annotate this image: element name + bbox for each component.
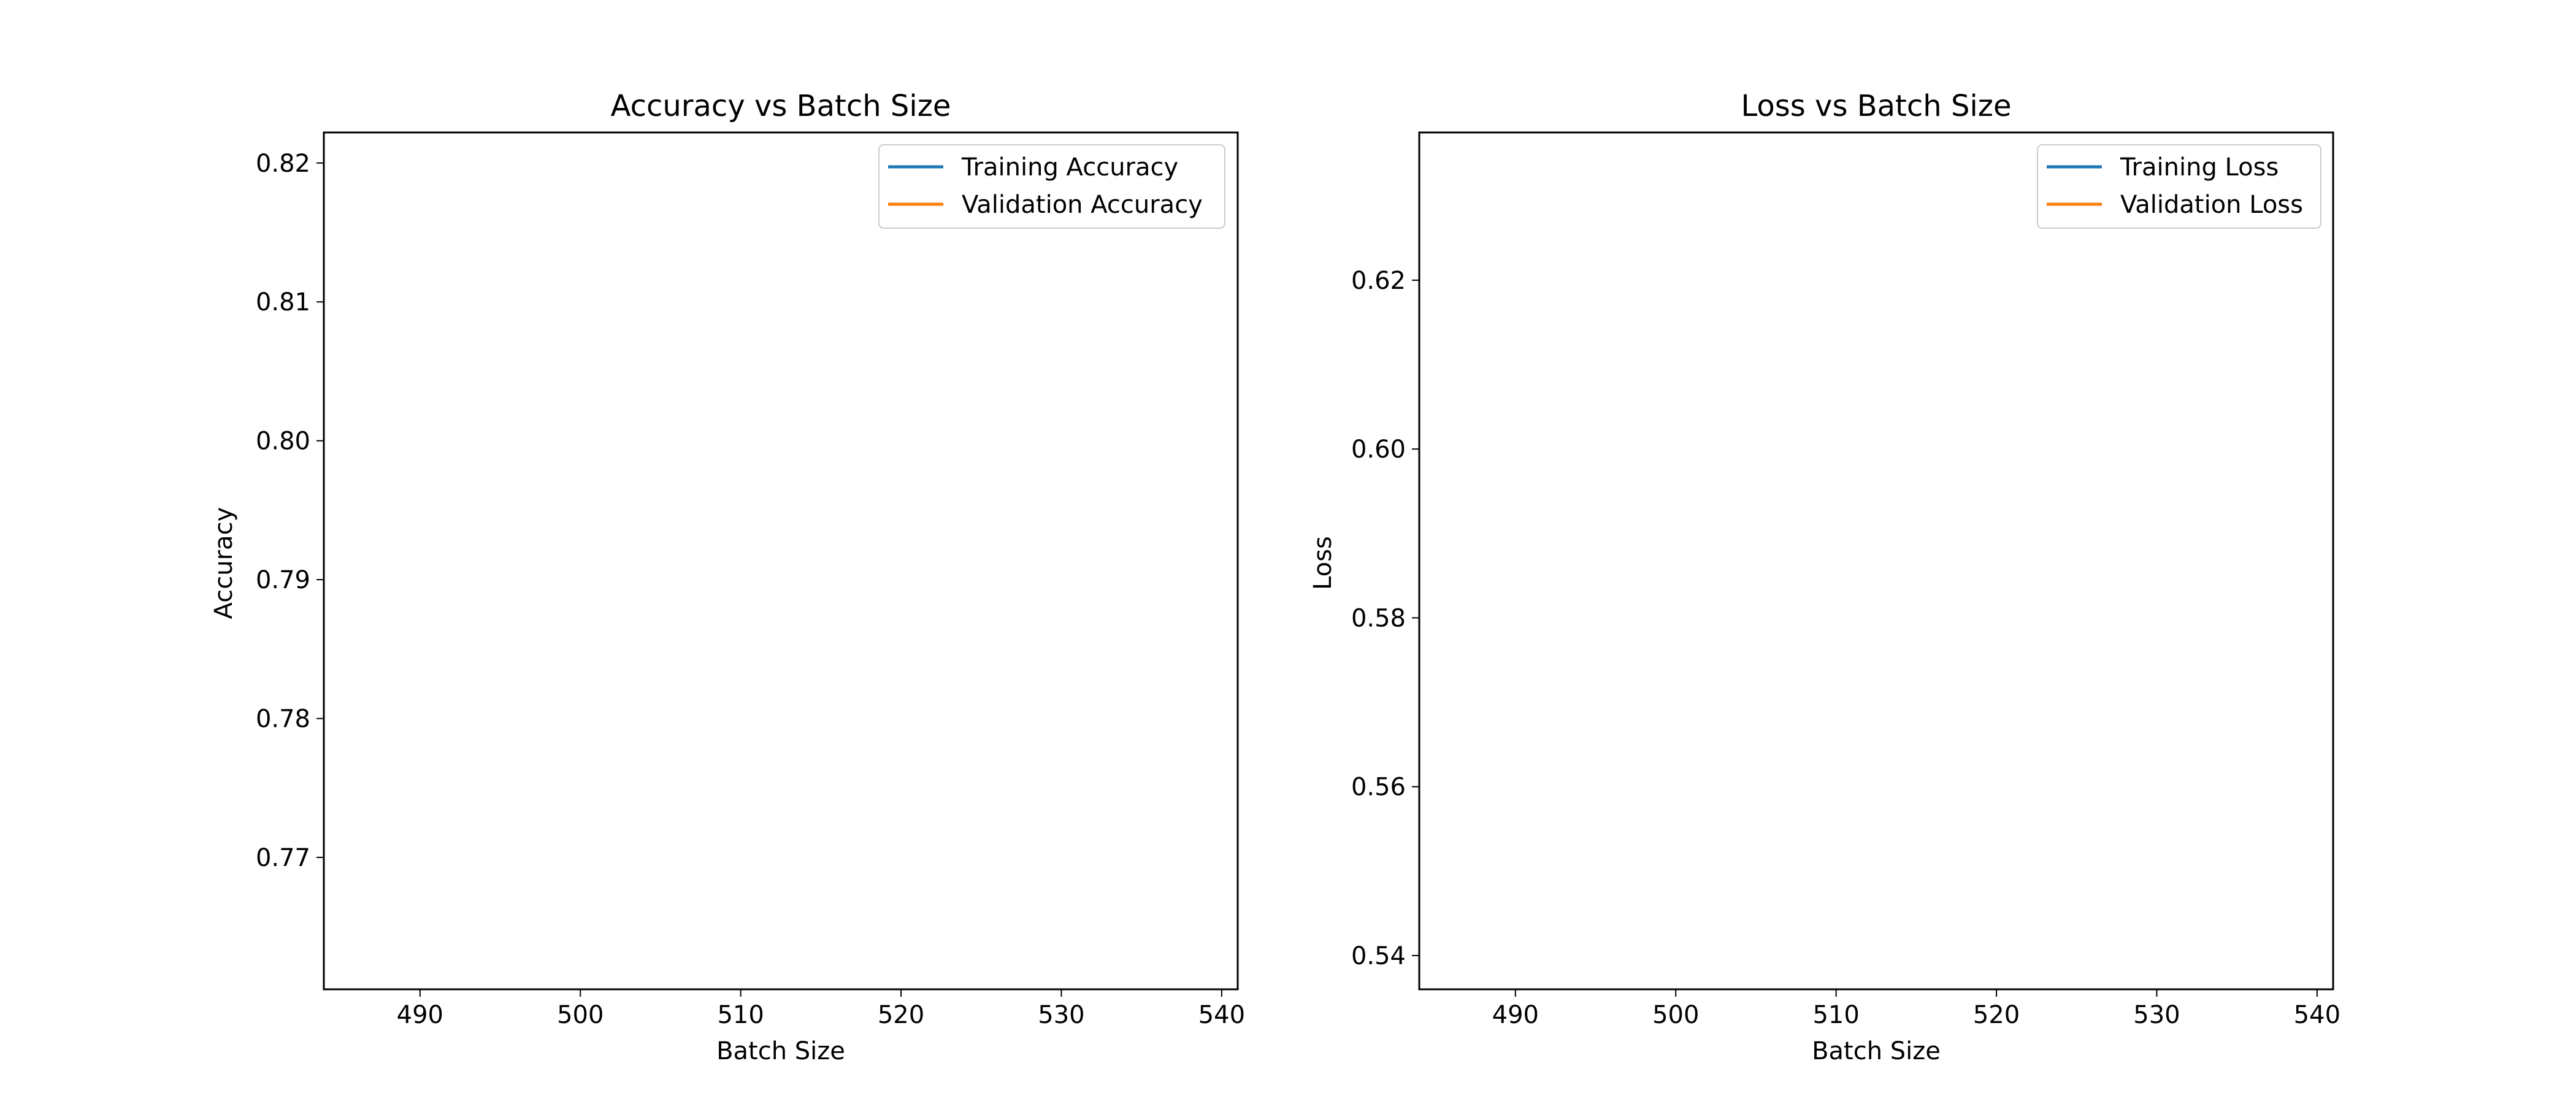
y-tick-label: 0.54	[1351, 942, 1406, 970]
y-tick-label: 0.81	[256, 288, 310, 316]
legend-box	[2037, 144, 2321, 229]
x-tick-label: 520	[878, 1001, 924, 1029]
plot-frame	[323, 131, 1239, 991]
chart-title: Accuracy vs Batch Size	[611, 89, 951, 123]
y-tick-label: 0.78	[256, 705, 310, 733]
loss-chart: Loss vs Batch Size Batch Size Loss 490 50…	[1309, 89, 2340, 1065]
legend-label: Validation Accuracy	[962, 191, 1203, 219]
x-tick-label: 520	[1973, 1001, 2020, 1029]
accuracy-chart: Accuracy vs Batch Size Batch Size Accura…	[210, 89, 1245, 1065]
x-tick-label: 510	[717, 1001, 764, 1029]
y-tick-label: 0.82	[256, 150, 310, 178]
x-axis-label: Batch Size	[1812, 1037, 1941, 1065]
x-tick-label: 540	[2294, 1001, 2340, 1029]
legend-box	[878, 144, 1225, 229]
axis-ticks: 490 500 510 520 530 540 0.77 0.78 0.79 0.80 0.81 0.…	[256, 150, 1245, 1029]
y-tick-label: 0.60	[1351, 435, 1406, 464]
x-tick-label: 490	[1492, 1001, 1539, 1029]
y-axis-label: Loss	[1309, 536, 1337, 590]
x-tick-label: 540	[1198, 1001, 1245, 1029]
x-axis-label: Batch Size	[716, 1037, 845, 1065]
x-tick-label: 500	[557, 1001, 604, 1029]
y-tick-label: 0.58	[1351, 604, 1406, 632]
chart-title: Loss vs Batch Size	[1741, 89, 2012, 123]
legend-label: Training Loss	[2120, 153, 2279, 182]
y-axis-label: Accuracy	[210, 507, 238, 619]
x-tick-label: 500	[1652, 1001, 1699, 1029]
legend: Training Loss Validation Loss	[2037, 144, 2321, 229]
y-tick-label: 0.80	[256, 427, 310, 456]
x-tick-label: 530	[2133, 1001, 2180, 1029]
x-tick-label: 510	[1812, 1001, 1859, 1029]
y-tick-label: 0.77	[256, 844, 310, 872]
x-tick-label: 490	[397, 1001, 443, 1029]
x-tick-label: 530	[1038, 1001, 1084, 1029]
y-tick-label: 0.79	[256, 566, 310, 594]
y-tick-label: 0.56	[1351, 773, 1406, 802]
axis-ticks: 490 500 510 520 530 540 0.54 0.56 0.58 0.60 0.62	[1351, 267, 2340, 1029]
legend: Training Accuracy Validation Accuracy	[878, 144, 1225, 229]
y-tick-label: 0.62	[1351, 267, 1406, 295]
plot-frame	[1418, 131, 2334, 991]
legend-label: Validation Loss	[2120, 191, 2303, 219]
legend-label: Training Accuracy	[961, 153, 1178, 182]
